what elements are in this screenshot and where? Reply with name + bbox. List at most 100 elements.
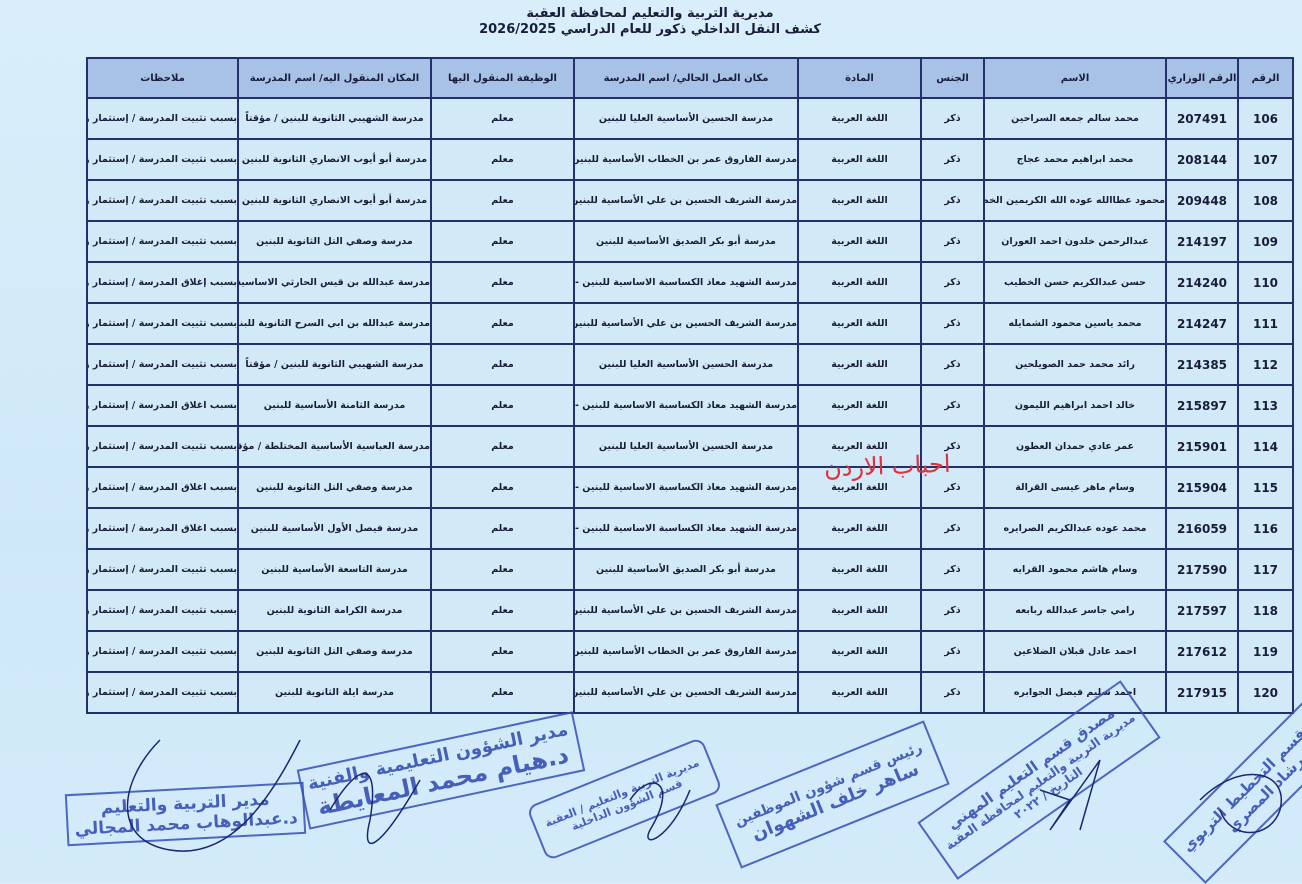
- col-number-cell: 118: [1237, 589, 1294, 632]
- col-gender-cell: ذكر: [920, 589, 985, 632]
- col-subject-cell: اللغة العربية: [797, 589, 922, 632]
- col-new-school-cell: مدرسة وصفي التل الثانوية للبنين: [237, 466, 432, 509]
- col-new-job-cell: معلم: [430, 548, 575, 591]
- col-gender-cell: ذكر: [920, 425, 985, 468]
- table-row: 106 207491 محمد سالم جمعه السراحين ذكر اللغة…: [86, 97, 1294, 140]
- col-subject-cell: اللغة العربية: [797, 97, 922, 140]
- col-gender-cell: ذكر: [920, 384, 985, 427]
- col-number-cell: 111: [1237, 302, 1294, 345]
- col-gender-cell: ذكر: [920, 179, 985, 222]
- col-gender-cell: ذكر: [920, 97, 985, 140]
- col-new-school-cell: مدرسة عبدالله بن قيس الحارثي الاساسية لل…: [237, 261, 432, 304]
- col-ministry-number-cell: 214240: [1165, 261, 1239, 304]
- col-ministry-number-cell: 208144: [1165, 138, 1239, 181]
- col-current-school-cell: مدرسة الحسين الأساسية العليا للبنين: [573, 343, 799, 386]
- col-ministry-number-cell: 217597: [1165, 589, 1239, 632]
- col-current-school-cell: مدرسة الفاروق عمر بن الخطاب الأساسية للب…: [573, 138, 799, 181]
- col-number-cell: 108: [1237, 179, 1294, 222]
- col-notes-cell: بسبب تثبيت المدرسة / إستثمار زوائد: [86, 220, 239, 263]
- col-notes-cell: بسبب تثبيت المدرسة / إستثمار زوائد: [86, 425, 239, 468]
- table-header-row: الرقم الرقم الوزاري الاسم الجنس المادة مكان ا…: [86, 57, 1294, 99]
- col-notes-cell: بسبب تثبيت المدرسة / إستثمار زوائد: [86, 343, 239, 386]
- stamp-staff-affairs: رئيس قسم شؤون الموظفين ساهر خلف الشهوان: [715, 720, 950, 869]
- col-current-school-cell: مدرسة الشهيد معاذ الكساسبة الاساسية للبن…: [573, 507, 799, 550]
- col-name-cell: وسام هاشم محمود القرايه: [983, 548, 1167, 591]
- col-new-school-header: المكان المنقول اليه/ اسم المدرسة: [237, 57, 432, 99]
- col-gender-cell: ذكر: [920, 630, 985, 673]
- col-ministry-number-cell: 217612: [1165, 630, 1239, 673]
- col-notes-cell: بسبب إغلاق المدرسة / إستثمار زوائد: [86, 261, 239, 304]
- table-row: 111 214247 محمد ياسين محمود الشمايله ذكر الل…: [86, 302, 1294, 345]
- col-new-school-cell: مدرسة وصفي التل الثانوية للبنين: [237, 220, 432, 263]
- table-row: 120 217915 احمد سليم فيصل الجوابره ذكر اللغة…: [86, 671, 1294, 714]
- col-subject-cell: اللغة العربية: [797, 261, 922, 304]
- col-name-cell: رامي جاسر عبدالله ربابعه: [983, 589, 1167, 632]
- col-current-school-cell: مدرسة الشريف الحسين بن علي الأساسية للبن…: [573, 302, 799, 345]
- col-name-cell: عمر عادي حمدان العطون: [983, 425, 1167, 468]
- col-new-job-cell: معلم: [430, 507, 575, 550]
- col-current-school-cell: مدرسة الشريف الحسين بن علي الأساسية للبن…: [573, 671, 799, 714]
- col-new-job-cell: معلم: [430, 343, 575, 386]
- col-notes-cell: بسبب تثبيت المدرسة / إستثمار زوائد: [86, 548, 239, 591]
- col-ministry-number-cell: 214197: [1165, 220, 1239, 263]
- col-new-job-cell: معلم: [430, 138, 575, 181]
- col-gender-cell: ذكر: [920, 220, 985, 263]
- col-subject-cell: اللغة العربية: [797, 466, 922, 509]
- col-new-job-cell: معلم: [430, 466, 575, 509]
- col-new-school-cell: مدرسة الثامنة الأساسية للبنين: [237, 384, 432, 427]
- col-notes-cell: بسبب تثبيت المدرسة / إستثمار زوائد: [86, 179, 239, 222]
- table-row: 116 216059 محمد عوده عبدالكريم الصرايره ذكر…: [86, 507, 1294, 550]
- col-name-cell: محمود عطاالله عوده الله الكريمين الخصبه: [983, 179, 1167, 222]
- document-title: مديرية التربية والتعليم لمحافظة العقبة: [526, 6, 774, 21]
- col-new-school-cell: مدرسة فيصل الأول الأساسية للبنين: [237, 507, 432, 550]
- col-name-cell: احمد عادل قبلان الضلاعين: [983, 630, 1167, 673]
- col-ministry-number-cell: 215897: [1165, 384, 1239, 427]
- col-new-job-header: الوظيفة المنقول اليها: [430, 57, 575, 99]
- col-name-cell: رائد محمد حمد الصويلحين: [983, 343, 1167, 386]
- col-subject-cell: اللغة العربية: [797, 138, 922, 181]
- col-number-header: الرقم: [1237, 57, 1294, 99]
- table-row: 115 215904 وسام ماهر عيسى القرالة ذكر اللغة …: [86, 466, 1294, 509]
- col-number-cell: 106: [1237, 97, 1294, 140]
- col-name-cell: محمد ياسين محمود الشمايله: [983, 302, 1167, 345]
- table-row: 112 214385 رائد محمد حمد الصويلحين ذكر اللغة…: [86, 343, 1294, 386]
- col-subject-cell: اللغة العربية: [797, 548, 922, 591]
- col-number-cell: 114: [1237, 425, 1294, 468]
- col-subject-cell: اللغة العربية: [797, 507, 922, 550]
- col-notes-cell: بسبب تثبيت المدرسة / إستثمار زوائد: [86, 589, 239, 632]
- col-subject-cell: اللغة العربية: [797, 671, 922, 714]
- col-current-school-cell: مدرسة الشهيد معاذ الكساسبة الاساسية للبن…: [573, 466, 799, 509]
- col-ministry-number-cell: 217915: [1165, 671, 1239, 714]
- col-new-school-cell: مدرسة وصفي التل الثانوية للبنين: [237, 630, 432, 673]
- col-number-cell: 110: [1237, 261, 1294, 304]
- col-name-header: الاسم: [983, 57, 1167, 99]
- col-current-school-cell: مدرسة الفاروق عمر بن الخطاب الأساسية للب…: [573, 630, 799, 673]
- col-number-cell: 113: [1237, 384, 1294, 427]
- document-subtitle: كشف النقل الداخلي ذكور للعام الدراسي 202…: [479, 22, 821, 37]
- col-new-job-cell: معلم: [430, 384, 575, 427]
- col-number-cell: 109: [1237, 220, 1294, 263]
- col-new-job-cell: معلم: [430, 220, 575, 263]
- col-new-job-cell: معلم: [430, 589, 575, 632]
- col-new-job-cell: معلم: [430, 261, 575, 304]
- col-gender-cell: ذكر: [920, 466, 985, 509]
- col-current-school-cell: مدرسة الحسين الأساسية العليا للبنين: [573, 425, 799, 468]
- col-notes-cell: بسبب تثبيت المدرسة / إستثمار زوائد: [86, 671, 239, 714]
- col-new-school-cell: مدرسة عبدالله بن ابي السرح الثانوية للبن…: [237, 302, 432, 345]
- col-ministry-number-cell: 217590: [1165, 548, 1239, 591]
- col-notes-cell: بسبب تثبيت المدرسة / إستثمار زوائد: [86, 97, 239, 140]
- col-subject-cell: اللغة العربية: [797, 384, 922, 427]
- col-number-cell: 112: [1237, 343, 1294, 386]
- col-notes-cell: بسبب تثبيت المدرسة / إستثمار زوائد: [86, 138, 239, 181]
- col-new-school-cell: مدرسة العباسية الأساسية المختلطة / مؤقتا…: [237, 425, 432, 468]
- col-new-school-cell: مدرسة الكرامة الثانوية للبنين: [237, 589, 432, 632]
- col-ministry-number-cell: 209448: [1165, 179, 1239, 222]
- col-notes-cell: بسبب تثبيت المدرسة / إستثمار زوائد: [86, 630, 239, 673]
- col-new-school-cell: مدرسة التاسعة الأساسية للبنين: [237, 548, 432, 591]
- table-row: 119 217612 احمد عادل قبلان الضلاعين ذكر اللغ…: [86, 630, 1294, 673]
- col-new-job-cell: معلم: [430, 630, 575, 673]
- col-name-cell: احمد سليم فيصل الجوابره: [983, 671, 1167, 714]
- col-subject-cell: اللغة العربية: [797, 220, 922, 263]
- table-row: 109 214197 عبدالرحمن خلدون احمد العوران ذكر…: [86, 220, 1294, 263]
- col-new-job-cell: معلم: [430, 179, 575, 222]
